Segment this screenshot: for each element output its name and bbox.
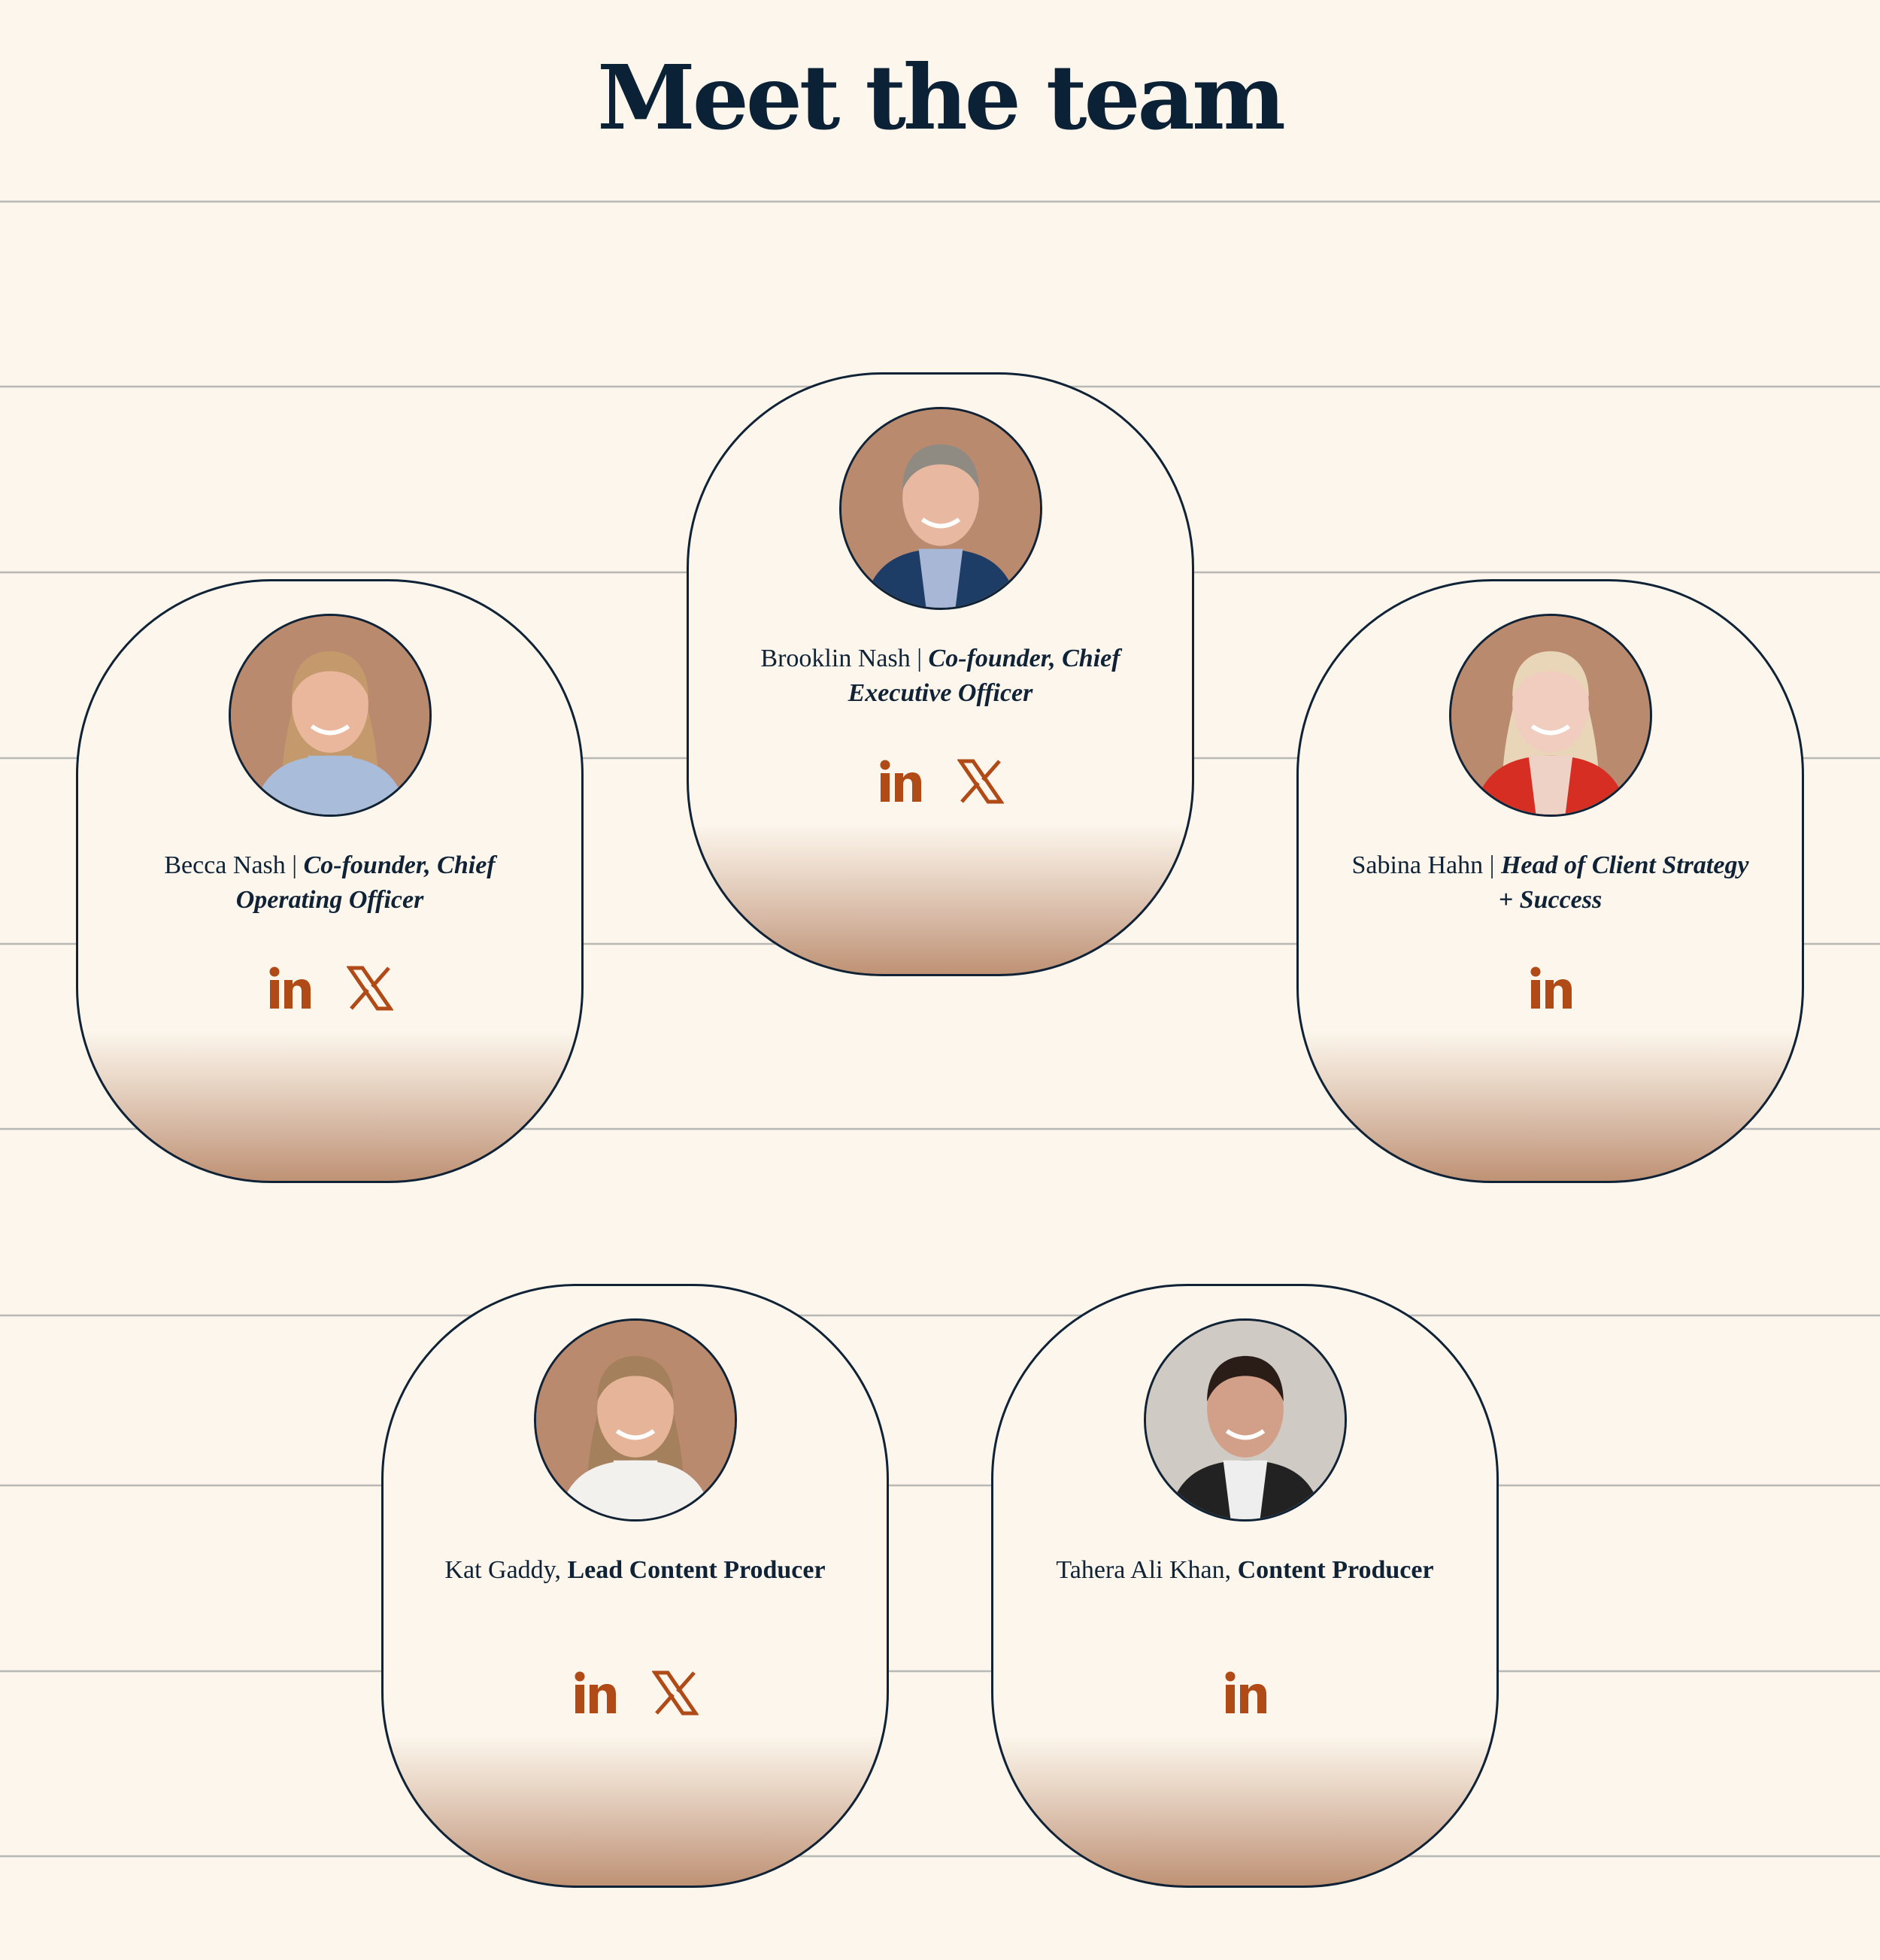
team-member-card: Kat Gaddy, Lead Content Producer: [381, 1284, 889, 1888]
linkedin-link[interactable]: [877, 758, 923, 805]
page-title: Meet the team: [597, 45, 1286, 150]
member-name-role: Kat Gaddy, Lead Content Producer: [432, 1553, 838, 1588]
name-separator: ,: [1224, 1556, 1238, 1584]
team-member-card: Tahera Ali Khan, Content Producer: [991, 1284, 1499, 1888]
linkedin-link[interactable]: [1222, 1670, 1269, 1716]
name-separator: |: [285, 851, 304, 879]
member-name-role: Brooklin Nash | Co-founder, Chief Execut…: [738, 642, 1144, 711]
team-member-card: Sabina Hahn | Head of Client Strategy + …: [1296, 579, 1804, 1183]
social-links: [1299, 965, 1802, 1012]
name-separator: |: [1483, 851, 1501, 879]
social-links: [78, 965, 581, 1012]
member-role: Co-founder, Chief Executive Officer: [848, 645, 1120, 707]
avatar: [228, 614, 432, 817]
linkedin-icon[interactable]: [877, 758, 923, 805]
member-name: Tahera Ali Khan: [1056, 1556, 1225, 1584]
member-name-role: Sabina Hahn | Head of Client Strategy + …: [1348, 848, 1754, 918]
x-link[interactable]: [957, 758, 1004, 805]
avatar: [533, 1318, 737, 1522]
linkedin-icon[interactable]: [1527, 965, 1574, 1012]
member-name-role: Becca Nash | Co-founder, Chief Operating…: [127, 848, 533, 918]
linkedin-icon[interactable]: [266, 965, 313, 1012]
member-name-role: Tahera Ali Khan, Content Producer: [1042, 1553, 1448, 1588]
linkedin-icon[interactable]: [1222, 1670, 1269, 1716]
linkedin-icon[interactable]: [572, 1670, 618, 1716]
x-glyph: [652, 1670, 699, 1716]
x-glyph: [347, 966, 393, 1011]
member-name: Becca Nash: [164, 851, 286, 879]
linkedin-glyph: [575, 1671, 616, 1713]
linkedin-glyph: [1530, 966, 1572, 1009]
member-role: Head of Client Strategy + Success: [1498, 851, 1749, 914]
team-member-card: Brooklin Nash | Co-founder, Chief Execut…: [687, 372, 1194, 976]
x-link[interactable]: [347, 965, 393, 1012]
x-link[interactable]: [652, 1670, 699, 1716]
x-glyph: [957, 759, 1004, 804]
linkedin-link[interactable]: [572, 1670, 618, 1716]
x-icon[interactable]: [347, 965, 393, 1012]
member-name: Kat Gaddy: [444, 1556, 555, 1584]
social-links: [689, 758, 1192, 805]
linkedin-glyph: [1225, 1671, 1266, 1713]
x-icon[interactable]: [957, 758, 1004, 805]
member-role: Lead Content Producer: [567, 1556, 826, 1584]
avatar: [1448, 614, 1652, 817]
member-role: Co-founder, Chief Operating Officer: [235, 851, 496, 914]
name-separator: ,: [554, 1556, 568, 1584]
avatar: [1143, 1318, 1347, 1522]
linkedin-glyph: [269, 966, 311, 1009]
name-separator: |: [910, 645, 929, 672]
member-name: Brooklin Nash: [760, 645, 911, 672]
linkedin-link[interactable]: [1527, 965, 1574, 1012]
social-links: [993, 1670, 1496, 1716]
member-name: Sabina Hahn: [1351, 851, 1484, 879]
linkedin-link[interactable]: [266, 965, 313, 1012]
social-links: [384, 1670, 887, 1716]
team-member-card: Becca Nash | Co-founder, Chief Operating…: [76, 579, 584, 1183]
linkedin-glyph: [880, 760, 921, 802]
x-icon[interactable]: [652, 1670, 699, 1716]
member-role: Content Producer: [1237, 1556, 1434, 1584]
avatar: [838, 407, 1042, 610]
